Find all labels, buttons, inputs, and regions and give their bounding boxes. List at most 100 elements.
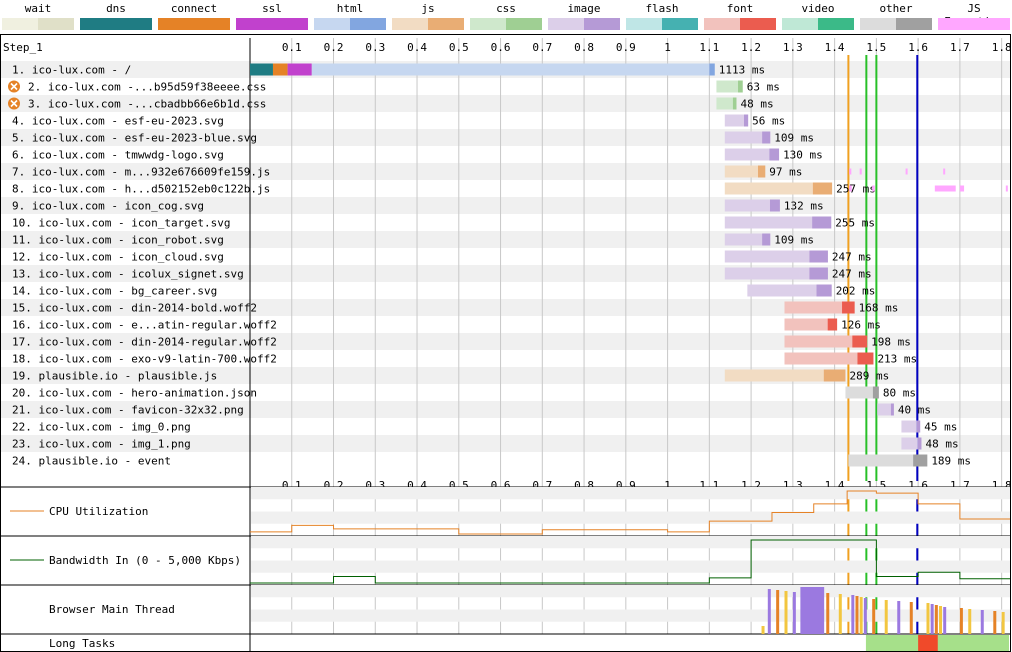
request-label: 8. ico-lux.com - h...d502152eb0c122b.js [12,183,270,196]
bar-ttfb [716,97,733,110]
step-label: Step_1 [3,41,43,54]
legend-label: font [726,2,754,15]
x-tick-label: 0.9 [616,41,636,54]
main-thread-spike [959,608,963,634]
graph-stripe [251,609,1010,622]
js-execution-mark [872,185,875,192]
request-label: 1. ico-lux.com - / [12,64,131,77]
row-stripe [1,401,1010,418]
legend: wait dns connect ssl html js css image flash font… [0,0,1012,34]
x-tick-label: 0.1 [282,41,302,54]
legend-item-video: video [782,0,854,34]
request-duration: 289 ms [849,370,889,383]
request-label: 3. ico-lux.com -...cbadbb66e6b1d.css [28,98,266,111]
legend-label: wait [24,2,52,15]
main-thread-spike [939,606,943,634]
bar-dns [250,63,273,76]
request-duration: 189 ms [931,455,971,468]
x-tick-label: 0.6 [491,41,511,54]
request-label: 19. plausible.io - plausible.js [12,370,217,383]
legend-item-connect: connect [158,0,230,34]
request-duration: 109 ms [774,132,814,145]
request-label: 7. ico-lux.com - m...932e676609fe159.js [12,166,270,179]
request-duration: 247 ms [832,268,872,281]
bar-ttfb [724,216,813,229]
long-task-blocking [918,635,938,651]
request-label: 18. ico-lux.com - exo-v9-latin-700.woff2 [12,353,277,366]
x-tick-label: 0.8 [574,41,594,54]
bandwidth-line [250,539,1010,584]
main-thread-spike [909,602,913,634]
x-tick-label: 1.2 [741,41,761,54]
bar-ttfb [901,420,917,433]
legend-label: js [421,2,435,15]
graph-stripe [251,487,1010,500]
row-stripe [1,95,1010,112]
x-tick-label: 1.4 [825,41,845,54]
js-execution-mark [943,168,946,175]
main-thread-spike [980,610,984,634]
legend-item-wait: wait [2,0,74,34]
graph-stripe [251,536,1010,549]
main-thread-spike [855,596,859,634]
x-tick-label: 0.7 [532,41,552,54]
main-thread-spike [934,605,938,634]
bar-ttfb [848,454,914,467]
bar-download [916,420,921,433]
request-duration: 48 ms [925,438,958,451]
bar-ttfb [724,369,824,382]
main-thread-spike [897,601,901,634]
main-thread-spike [930,604,934,634]
bar-ttfb [784,318,828,331]
request-duration: 97 ms [769,166,802,179]
bar-ttfb [724,233,763,246]
legend-label: other [879,2,913,15]
request-duration: 132 ms [784,200,824,213]
bar-ttfb [784,352,858,365]
bar-download [872,386,879,399]
main-thread-spike [767,589,771,634]
bar-download [812,216,832,229]
request-label: 13. ico-lux.com - icolux_signet.svg [12,268,244,281]
main-thread-label: Browser Main Thread [49,603,175,616]
main-thread-spike [784,591,788,634]
bar-ttfb [724,267,810,280]
main-thread-spike [792,592,796,634]
bar-ttfb [724,131,763,144]
graph-stripe [251,560,1010,573]
request-duration: 80 ms [883,387,916,400]
legend-item-js: js [392,0,464,34]
js-execution-mark [934,185,956,192]
main-thread-spike [838,594,842,634]
legend-swatch [314,18,386,30]
legend-label: image [567,2,601,15]
main-thread-spike [863,598,867,634]
bar-download [842,301,855,314]
graph-stripe [251,585,1010,598]
request-label: 24. plausible.io - event [12,455,171,468]
bar-ttfb [724,199,770,212]
bar-download [890,403,894,416]
request-label: 12. ico-lux.com - icon_cloud.svg [12,251,224,264]
main-thread-spike [993,611,997,634]
request-duration: 213 ms [877,353,917,366]
request-label: 15. ico-lux.com - din-2014-bold.woff2 [12,302,257,315]
main-thread-spike [1001,612,1005,634]
bar-ttfb [877,403,891,416]
legend-swatch [236,18,308,30]
request-label: 14. ico-lux.com - bg_career.svg [12,285,217,298]
x-tick-label: 0.3 [365,41,385,54]
bar-download [816,284,832,297]
bar-ttfb [724,182,813,195]
request-label: 22. ico-lux.com - img_0.png [12,421,191,434]
bar-download [812,182,833,195]
bar-download [917,437,922,450]
bar-download [769,148,780,161]
bar-download [709,63,715,76]
bar-ttfb [716,80,739,93]
legend-swatch [158,18,230,30]
bar-download [857,352,874,365]
legend-item-flash: flash [626,0,698,34]
bar-download [758,165,766,178]
request-duration: 48 ms [740,98,773,111]
